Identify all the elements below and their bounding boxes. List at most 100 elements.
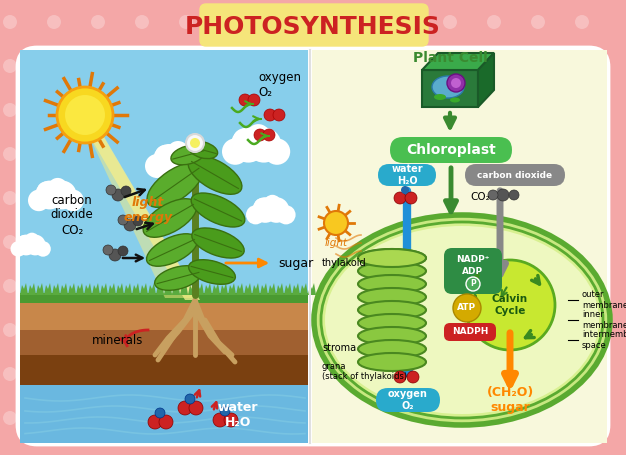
Polygon shape bbox=[236, 283, 244, 295]
Ellipse shape bbox=[188, 260, 235, 284]
Text: inner
membrane: inner membrane bbox=[582, 310, 626, 330]
Circle shape bbox=[355, 279, 369, 293]
Circle shape bbox=[35, 241, 51, 257]
Circle shape bbox=[91, 59, 105, 73]
Circle shape bbox=[488, 190, 498, 200]
Circle shape bbox=[133, 216, 143, 226]
Polygon shape bbox=[90, 128, 198, 298]
Circle shape bbox=[466, 277, 480, 291]
Circle shape bbox=[179, 367, 193, 381]
Circle shape bbox=[531, 279, 545, 293]
Circle shape bbox=[135, 15, 149, 29]
Circle shape bbox=[575, 279, 589, 293]
Circle shape bbox=[267, 147, 281, 161]
Circle shape bbox=[3, 103, 17, 117]
Circle shape bbox=[223, 103, 237, 117]
Text: NADPH: NADPH bbox=[452, 328, 488, 337]
Polygon shape bbox=[132, 283, 140, 295]
Circle shape bbox=[267, 323, 281, 337]
Text: Plant Cell: Plant Cell bbox=[413, 51, 488, 65]
Circle shape bbox=[487, 59, 501, 73]
Polygon shape bbox=[36, 283, 44, 295]
Circle shape bbox=[531, 191, 545, 205]
Polygon shape bbox=[196, 283, 204, 295]
Circle shape bbox=[311, 279, 325, 293]
Circle shape bbox=[531, 147, 545, 161]
Circle shape bbox=[48, 181, 76, 209]
Circle shape bbox=[57, 87, 113, 143]
Circle shape bbox=[311, 411, 325, 425]
Circle shape bbox=[118, 246, 128, 256]
Circle shape bbox=[311, 103, 325, 117]
Circle shape bbox=[223, 279, 237, 293]
Circle shape bbox=[399, 367, 413, 381]
Text: Chloroplast: Chloroplast bbox=[406, 143, 496, 157]
Circle shape bbox=[47, 59, 61, 73]
Circle shape bbox=[399, 15, 413, 29]
Polygon shape bbox=[204, 283, 212, 295]
Text: water
H₂O: water H₂O bbox=[218, 401, 259, 429]
Circle shape bbox=[3, 15, 17, 29]
Polygon shape bbox=[20, 355, 308, 390]
Circle shape bbox=[179, 191, 193, 205]
Circle shape bbox=[311, 59, 325, 73]
Circle shape bbox=[355, 59, 369, 73]
Circle shape bbox=[443, 367, 457, 381]
Circle shape bbox=[135, 235, 149, 249]
Circle shape bbox=[11, 241, 26, 257]
Circle shape bbox=[65, 95, 105, 135]
Circle shape bbox=[135, 411, 149, 425]
FancyBboxPatch shape bbox=[444, 323, 496, 341]
Polygon shape bbox=[260, 283, 268, 295]
Circle shape bbox=[575, 59, 589, 73]
Ellipse shape bbox=[188, 156, 242, 194]
Circle shape bbox=[487, 411, 501, 425]
Polygon shape bbox=[76, 283, 84, 295]
Circle shape bbox=[267, 367, 281, 381]
Circle shape bbox=[443, 235, 457, 249]
Circle shape bbox=[453, 294, 481, 322]
Text: grana
(stack of thylakoids): grana (stack of thylakoids) bbox=[322, 362, 407, 381]
Circle shape bbox=[223, 191, 237, 205]
Circle shape bbox=[254, 129, 266, 141]
Circle shape bbox=[399, 59, 413, 73]
Circle shape bbox=[355, 15, 369, 29]
Circle shape bbox=[47, 15, 61, 29]
Ellipse shape bbox=[432, 76, 464, 98]
Polygon shape bbox=[92, 283, 100, 295]
Circle shape bbox=[443, 15, 457, 29]
Circle shape bbox=[159, 415, 173, 429]
Circle shape bbox=[3, 279, 17, 293]
Circle shape bbox=[47, 103, 61, 117]
Circle shape bbox=[277, 205, 295, 224]
Circle shape bbox=[47, 235, 61, 249]
FancyBboxPatch shape bbox=[444, 248, 502, 294]
Circle shape bbox=[124, 219, 136, 231]
Circle shape bbox=[223, 59, 237, 73]
Polygon shape bbox=[84, 283, 92, 295]
Circle shape bbox=[264, 197, 289, 223]
Text: ADP: ADP bbox=[463, 268, 483, 277]
Circle shape bbox=[531, 323, 545, 337]
Circle shape bbox=[179, 103, 193, 117]
Circle shape bbox=[220, 406, 230, 416]
Circle shape bbox=[267, 279, 281, 293]
Polygon shape bbox=[212, 283, 220, 295]
Circle shape bbox=[443, 411, 457, 425]
Circle shape bbox=[223, 411, 237, 425]
Ellipse shape bbox=[434, 94, 446, 100]
Circle shape bbox=[531, 235, 545, 249]
Circle shape bbox=[447, 74, 465, 92]
Circle shape bbox=[451, 78, 461, 88]
Polygon shape bbox=[422, 53, 494, 70]
Circle shape bbox=[48, 178, 68, 198]
Ellipse shape bbox=[358, 288, 426, 306]
Ellipse shape bbox=[358, 301, 426, 319]
Polygon shape bbox=[148, 283, 156, 295]
Text: ATP: ATP bbox=[458, 303, 476, 313]
Ellipse shape bbox=[147, 163, 203, 207]
Circle shape bbox=[91, 15, 105, 29]
Ellipse shape bbox=[188, 142, 218, 159]
Ellipse shape bbox=[358, 249, 426, 267]
Polygon shape bbox=[300, 283, 308, 295]
